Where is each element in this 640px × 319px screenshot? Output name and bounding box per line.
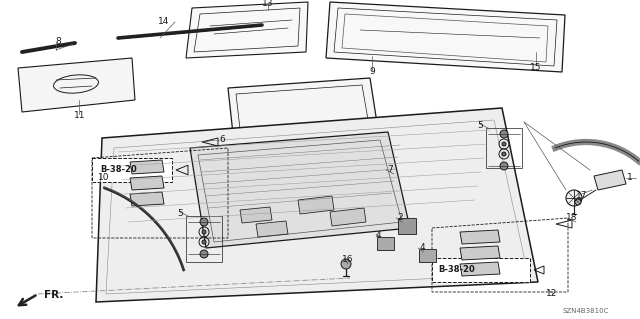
Polygon shape bbox=[130, 160, 164, 174]
FancyBboxPatch shape bbox=[398, 218, 416, 234]
Text: 17: 17 bbox=[576, 191, 588, 201]
Polygon shape bbox=[256, 221, 288, 237]
Polygon shape bbox=[228, 78, 384, 180]
Text: 4: 4 bbox=[375, 232, 381, 241]
Text: 2: 2 bbox=[397, 213, 403, 222]
Polygon shape bbox=[326, 2, 565, 72]
Circle shape bbox=[341, 259, 351, 269]
Circle shape bbox=[200, 218, 208, 226]
Text: 5: 5 bbox=[177, 210, 183, 219]
Text: 12: 12 bbox=[547, 290, 557, 299]
Text: 9: 9 bbox=[369, 68, 375, 77]
Polygon shape bbox=[92, 158, 172, 182]
Text: 4: 4 bbox=[419, 243, 425, 253]
Circle shape bbox=[502, 152, 506, 156]
Text: SZN4B3810C: SZN4B3810C bbox=[563, 308, 609, 314]
Text: 10: 10 bbox=[99, 174, 109, 182]
Text: 1: 1 bbox=[627, 174, 633, 182]
Circle shape bbox=[566, 190, 582, 206]
Text: 7: 7 bbox=[387, 166, 393, 174]
Text: FR.: FR. bbox=[44, 290, 63, 300]
Text: 11: 11 bbox=[74, 112, 86, 121]
Polygon shape bbox=[460, 230, 500, 244]
Text: 5: 5 bbox=[477, 122, 483, 130]
Circle shape bbox=[575, 199, 581, 205]
Circle shape bbox=[202, 240, 206, 244]
Text: 6: 6 bbox=[219, 136, 225, 145]
Text: 15: 15 bbox=[531, 63, 541, 72]
FancyBboxPatch shape bbox=[376, 236, 394, 249]
Polygon shape bbox=[460, 246, 500, 260]
Text: 8: 8 bbox=[55, 38, 61, 47]
Text: 16: 16 bbox=[342, 256, 354, 264]
Circle shape bbox=[500, 162, 508, 170]
Text: 14: 14 bbox=[158, 18, 170, 26]
Polygon shape bbox=[330, 208, 366, 226]
Polygon shape bbox=[460, 262, 500, 276]
Polygon shape bbox=[130, 192, 164, 206]
Polygon shape bbox=[96, 108, 538, 302]
Polygon shape bbox=[432, 258, 530, 282]
Text: B-38-20: B-38-20 bbox=[438, 265, 475, 275]
Polygon shape bbox=[190, 132, 410, 248]
Polygon shape bbox=[298, 196, 334, 214]
Circle shape bbox=[202, 230, 206, 234]
Polygon shape bbox=[594, 170, 626, 190]
Text: 13: 13 bbox=[262, 0, 274, 9]
Text: 18: 18 bbox=[566, 213, 578, 222]
Polygon shape bbox=[186, 2, 308, 58]
Polygon shape bbox=[18, 58, 135, 112]
Polygon shape bbox=[130, 176, 164, 190]
Circle shape bbox=[500, 130, 508, 138]
FancyBboxPatch shape bbox=[419, 249, 435, 262]
Text: B-38-20: B-38-20 bbox=[100, 166, 137, 174]
Polygon shape bbox=[240, 207, 272, 223]
Circle shape bbox=[502, 142, 506, 146]
Circle shape bbox=[200, 250, 208, 258]
